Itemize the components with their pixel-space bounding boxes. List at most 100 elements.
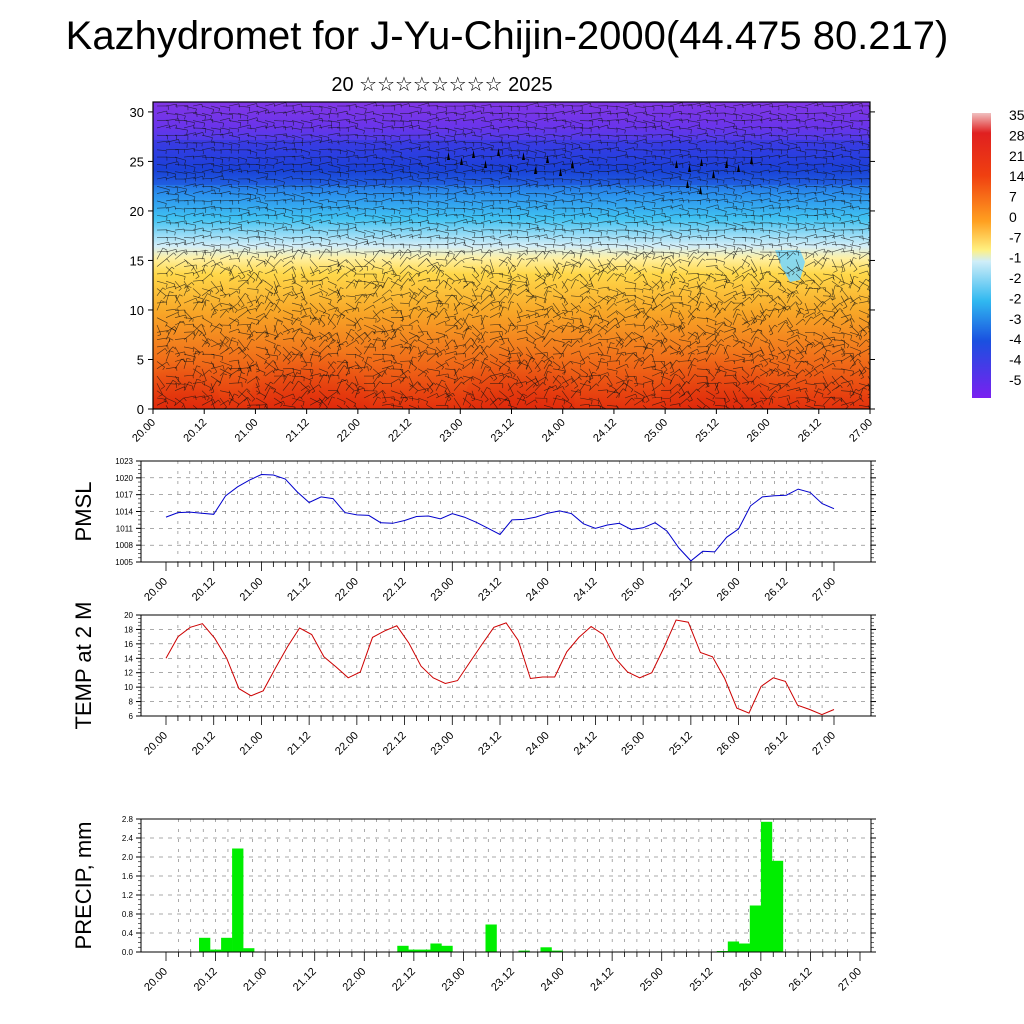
x-tick-label: 21.00 <box>241 966 269 994</box>
colorbar: 35 28 21 14 7 0 -7 -1 -2 -2 -3 -4 -4 -5 <box>972 107 1024 398</box>
x-tick-label: 26.00 <box>737 966 765 994</box>
y-tick-label: 2.0 <box>122 853 134 862</box>
wind-flag <box>699 186 702 194</box>
precip-bar <box>540 947 552 953</box>
x-tick-label: 20.00 <box>142 730 170 758</box>
precip-panel: 0.0 0.4 0.8 1.2 1.6 2.0 2.4 2.8 20.00 20.12 21.00 2… <box>71 815 876 994</box>
x-tick-label: 23.12 <box>489 966 517 994</box>
x-tick-label: 23.00 <box>440 966 468 994</box>
x-tick-label: 26.12 <box>796 417 824 445</box>
x-tick-label: 24.12 <box>588 966 616 994</box>
y-axis-label: PRECIP, mm <box>71 822 96 950</box>
y-tick-label: 1.2 <box>122 891 134 900</box>
panel-grid <box>141 818 871 953</box>
x-tick-label: 21.12 <box>285 730 313 758</box>
x-tick-label: 20.12 <box>190 576 218 604</box>
colorbar-label: -3 <box>1009 311 1022 327</box>
wind-flag <box>534 166 537 174</box>
precip-bar <box>771 860 784 952</box>
colorbar-label: 7 <box>1009 189 1017 205</box>
x-tick-label: 25.12 <box>667 576 695 604</box>
pmsl-panel: 1005 1008 1011 1014 1017 1020 1023 20.00 20.12 21… <box>71 457 876 604</box>
x-tick-label: 24.00 <box>524 576 552 604</box>
y-tick-label: 16 <box>124 640 133 649</box>
x-tick-label: 23.12 <box>476 730 504 758</box>
wind-flag <box>686 180 689 188</box>
precip-bar <box>397 945 409 952</box>
precip-bar <box>408 949 420 952</box>
y-tick-label: 5 <box>137 352 144 367</box>
precip-bar <box>210 949 222 952</box>
precip-bar <box>727 941 740 952</box>
y-axis-label: PMSL <box>71 482 96 542</box>
y-tick-label: 20 <box>130 204 144 219</box>
precip-bar <box>232 848 244 952</box>
x-tick-label: 22.00 <box>333 576 361 604</box>
x-tick-label: 25.00 <box>642 417 670 445</box>
y-tick-label: 1020 <box>115 474 133 483</box>
wind-flag <box>522 152 525 160</box>
y-tick-label: 8 <box>129 698 134 707</box>
wind-flag <box>725 160 728 168</box>
colorbar-label: 28 <box>1009 127 1024 143</box>
x-tick-label: 25.00 <box>619 730 647 758</box>
x-tick-label: 23.00 <box>428 576 456 604</box>
wind-flag <box>712 170 715 178</box>
y-tick-label: 1008 <box>115 541 133 550</box>
panel-grid <box>141 614 871 717</box>
colorbar-label: 21 <box>1009 148 1024 164</box>
x-tick-label: 25.12 <box>694 417 722 445</box>
wind-flag <box>737 164 740 172</box>
temperature-panel: 6 8 10 12 14 16 18 20 20.00 20.12 21.00 21.12 22.00 2… <box>71 602 876 758</box>
precip-bar <box>551 950 563 952</box>
x-tick-label: 21.12 <box>291 966 319 994</box>
x-tick-label: 23.12 <box>476 576 504 604</box>
precip-bar <box>419 949 431 952</box>
y-tick-label: 20 <box>124 611 133 620</box>
y-tick-label: 15 <box>130 253 144 268</box>
wind-flag <box>497 148 500 156</box>
x-tick-label: 22.00 <box>335 417 363 445</box>
wind-flag <box>509 164 512 172</box>
colorbar-label: -4 <box>1009 352 1022 368</box>
y-tick-label: 10 <box>130 303 144 318</box>
colorbar-label: -2 <box>1009 290 1022 306</box>
wind-flag <box>460 157 463 165</box>
colorbar-label: -4 <box>1009 331 1022 347</box>
wind-flag <box>700 158 703 166</box>
series-line <box>165 473 835 562</box>
x-tick-label: 23.00 <box>437 417 465 445</box>
precip-bar <box>518 950 530 952</box>
colorbar-labels: 35 28 21 14 7 0 -7 -1 -2 -2 -3 -4 -4 -5 <box>1009 107 1024 388</box>
precip-bar <box>749 905 762 952</box>
x-tick-label: 21.12 <box>285 576 313 604</box>
x-tick-label: 21.00 <box>233 417 261 445</box>
x-tick-label: 22.12 <box>390 966 418 994</box>
colorbar-label: 14 <box>1009 168 1024 184</box>
y-tick-label: 12 <box>124 669 133 678</box>
x-tick-label: 24.12 <box>572 576 600 604</box>
x-tick-label: 23.12 <box>489 417 517 445</box>
x-tick-label: 25.12 <box>687 966 715 994</box>
x-tick-label: 20.12 <box>190 730 218 758</box>
colorbar-label: -1 <box>1009 250 1022 266</box>
x-tick-label: 26.12 <box>762 576 790 604</box>
x-tick-label: 26.00 <box>745 417 773 445</box>
y-tick-label: 18 <box>124 625 133 634</box>
y-axis-label: TEMP at 2 M <box>71 602 96 730</box>
x-tick-label: 26.12 <box>762 730 790 758</box>
y-tick-label: 0 <box>137 402 144 417</box>
wind-barbs <box>156 102 870 409</box>
wind-flag <box>750 156 753 164</box>
y-tick-label: 1011 <box>116 524 134 533</box>
colorbar-label: -5 <box>1009 372 1022 388</box>
chart-subtitle: 20 ☆☆☆☆☆☆☆☆ 2025 <box>331 74 553 96</box>
x-tick-label: 20.00 <box>142 966 170 994</box>
x-tick-label: 22.12 <box>381 730 409 758</box>
cross-section-panel: 0 5 10 15 20 25 30 20.00 20.12 21.00 21.12 22.00 22.… <box>130 101 875 445</box>
wind-flag <box>546 155 549 163</box>
x-tick-label: 24.12 <box>591 417 619 445</box>
y-tick-label: 2.8 <box>122 815 134 824</box>
y-tick-label: 10 <box>124 683 133 692</box>
x-tick-label: 22.12 <box>386 417 414 445</box>
